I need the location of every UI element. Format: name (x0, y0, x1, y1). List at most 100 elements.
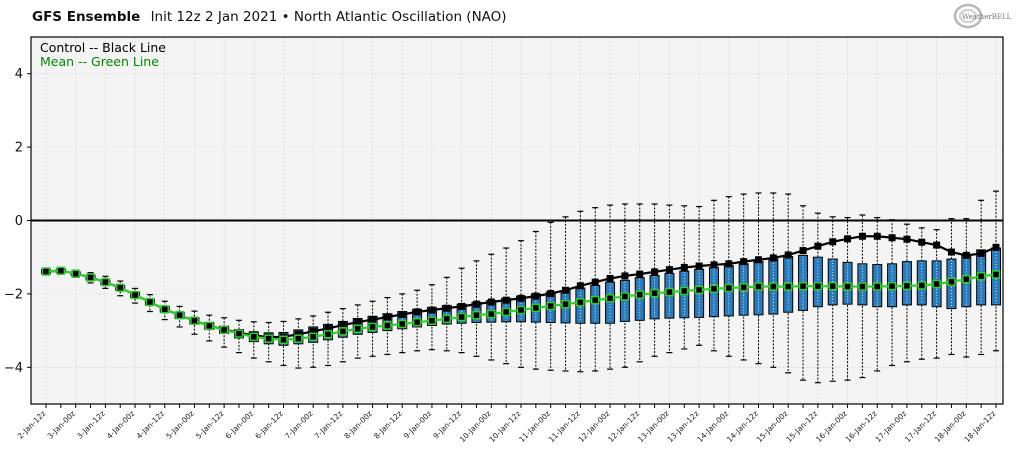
x-tick-label: 8-Jan-12z (372, 409, 404, 441)
ensemble-box (605, 204, 616, 370)
x-tick-label: 4-Jan-12z (135, 409, 167, 441)
x-tick-label: 6-Jan-00z (224, 409, 256, 441)
control-point (576, 282, 584, 290)
mean-point (813, 281, 823, 291)
control-point (844, 235, 852, 243)
mean-point (234, 329, 244, 338)
series-lines (41, 232, 1001, 345)
control-point (294, 330, 302, 338)
x-tick-label: 7-Jan-00z (283, 409, 315, 441)
mean-point (976, 272, 986, 281)
mean-point (86, 273, 95, 282)
control-point (873, 232, 881, 240)
mean-point (902, 281, 912, 291)
mean-point (917, 281, 927, 290)
control-point (992, 243, 1000, 251)
iqr-box (619, 279, 630, 322)
control-point (458, 302, 466, 310)
mean-point (605, 294, 615, 303)
mean-point (472, 310, 481, 320)
mean-point (398, 319, 407, 329)
y-tick-label: −2 (4, 287, 23, 302)
mean-point (205, 321, 214, 331)
mean-point (130, 290, 140, 300)
x-tick-label: 8-Jan-00z (342, 409, 374, 441)
control-point (769, 254, 777, 262)
control-point (621, 272, 629, 280)
ensemble-box (634, 203, 645, 363)
control-point (517, 294, 525, 302)
control-point (428, 306, 436, 314)
control-point (547, 290, 555, 298)
mean-point (873, 282, 882, 291)
mean-point (843, 282, 852, 291)
y-tick-label: 0 (15, 214, 23, 229)
mean-point (754, 282, 763, 291)
control-point (665, 266, 673, 274)
mean-point (709, 284, 719, 294)
mean-point (635, 290, 644, 299)
mean-point (680, 286, 689, 296)
x-tick-label: 3-Jan-12z (75, 409, 107, 441)
mean-point (962, 274, 971, 284)
control-point (562, 286, 570, 294)
control-point (354, 318, 362, 326)
mean-point (56, 266, 66, 276)
mean-point (383, 321, 392, 330)
mean-point (249, 332, 259, 342)
control-point (383, 313, 391, 321)
mean-point (947, 277, 956, 287)
mean-point (353, 324, 362, 334)
control-point (710, 261, 718, 269)
mean-point (264, 334, 273, 343)
iqr-box (634, 277, 645, 321)
control-point (339, 321, 347, 329)
mean-point (769, 282, 778, 291)
mean-point (887, 281, 897, 291)
chart-subtitle: Init 12z 2 Jan 2021 • North Atlantic Osc… (150, 9, 507, 25)
mean-point (41, 267, 51, 276)
mean-point (442, 314, 452, 324)
x-tick-label: 5-Jan-12z (194, 409, 226, 441)
mean-point (219, 325, 229, 335)
control-point (309, 327, 317, 335)
mean-point (739, 283, 748, 292)
control-point (784, 251, 792, 259)
control-point (695, 262, 703, 270)
mean-point (308, 332, 318, 342)
mean-point (412, 317, 422, 327)
y-tick-label: 2 (15, 141, 23, 156)
weatherbell-logo: WeatherBELL (953, 3, 1012, 29)
mean-point (590, 295, 600, 305)
model-name: GFS Ensemble (32, 9, 141, 25)
control-point (814, 242, 822, 250)
control-point (591, 278, 599, 286)
x-tick-label: 3-Jan-00z (46, 409, 78, 441)
control-point (324, 324, 332, 332)
mean-point (501, 307, 511, 317)
control-point (888, 234, 896, 242)
mean-point (101, 277, 110, 287)
x-tick-label: 18-Jan-12z (962, 409, 997, 444)
mean-point (457, 312, 466, 322)
mean-point (487, 309, 496, 319)
control-point (443, 304, 451, 312)
x-tick-label: 6-Jan-12z (253, 409, 285, 441)
control-point (725, 260, 733, 268)
control-point (487, 298, 495, 306)
iqr-box (605, 281, 616, 324)
mean-point (561, 299, 570, 309)
control-point (636, 270, 644, 278)
mean-point (620, 292, 630, 301)
mean-point (160, 305, 169, 314)
control-point (962, 251, 970, 259)
mean-point (576, 298, 585, 307)
mean-point (798, 281, 808, 291)
mean-point (427, 316, 437, 325)
control-point (933, 241, 941, 249)
control-point (606, 274, 614, 282)
control-point (799, 247, 807, 255)
mean-point (294, 334, 303, 343)
chart-title: GFS Ensemble Init 12z 2 Jan 2021 • North… (32, 9, 507, 25)
